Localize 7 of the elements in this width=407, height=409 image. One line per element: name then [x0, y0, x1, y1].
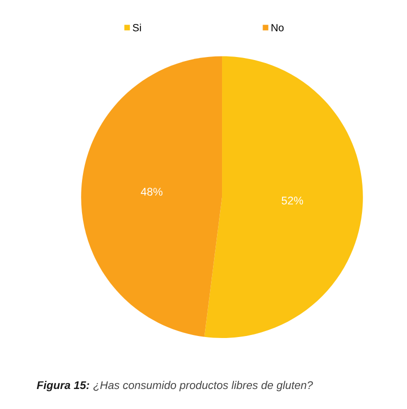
legend-label: Si — [132, 24, 141, 32]
legend-label: No — [272, 24, 284, 32]
pie-slice — [204, 56, 363, 338]
text: Figura 15: ¿Has consumido productos libres de gluten? — [36, 380, 313, 392]
data-label: 52% — [282, 196, 304, 205]
pie-slice — [81, 56, 222, 337]
data-label: 48% — [140, 188, 162, 196]
